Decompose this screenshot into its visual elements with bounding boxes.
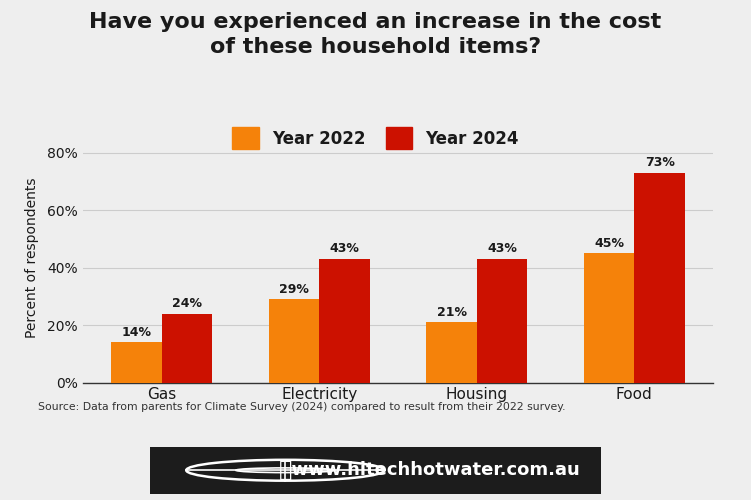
Text: 14%: 14% xyxy=(122,326,152,339)
Y-axis label: Percent of respondents: Percent of respondents xyxy=(25,178,38,338)
Legend: Year 2022, Year 2024: Year 2022, Year 2024 xyxy=(225,121,526,156)
Text: 43%: 43% xyxy=(330,242,360,256)
Bar xyxy=(477,259,527,382)
Bar xyxy=(111,342,161,382)
FancyBboxPatch shape xyxy=(128,444,623,496)
Text: www.hitechhotwater.com.au: www.hitechhotwater.com.au xyxy=(279,461,580,479)
Bar xyxy=(161,314,212,382)
Bar xyxy=(635,172,685,382)
Text: 45%: 45% xyxy=(594,236,624,250)
Bar xyxy=(584,253,635,382)
Text: Source: Data from parents for Climate Survey (2024) compared to result from thei: Source: Data from parents for Climate Su… xyxy=(38,402,565,412)
Text: 29%: 29% xyxy=(279,282,309,296)
Text: Have you experienced an increase in the cost
of these household items?: Have you experienced an increase in the … xyxy=(89,12,662,58)
Bar xyxy=(269,299,319,382)
Text: 24%: 24% xyxy=(172,297,202,310)
Text: 73%: 73% xyxy=(644,156,674,170)
Text: 21%: 21% xyxy=(436,306,466,318)
Bar xyxy=(427,322,477,382)
Text: 43%: 43% xyxy=(487,242,517,256)
Text: ⌖: ⌖ xyxy=(279,460,292,480)
Bar xyxy=(319,259,369,382)
